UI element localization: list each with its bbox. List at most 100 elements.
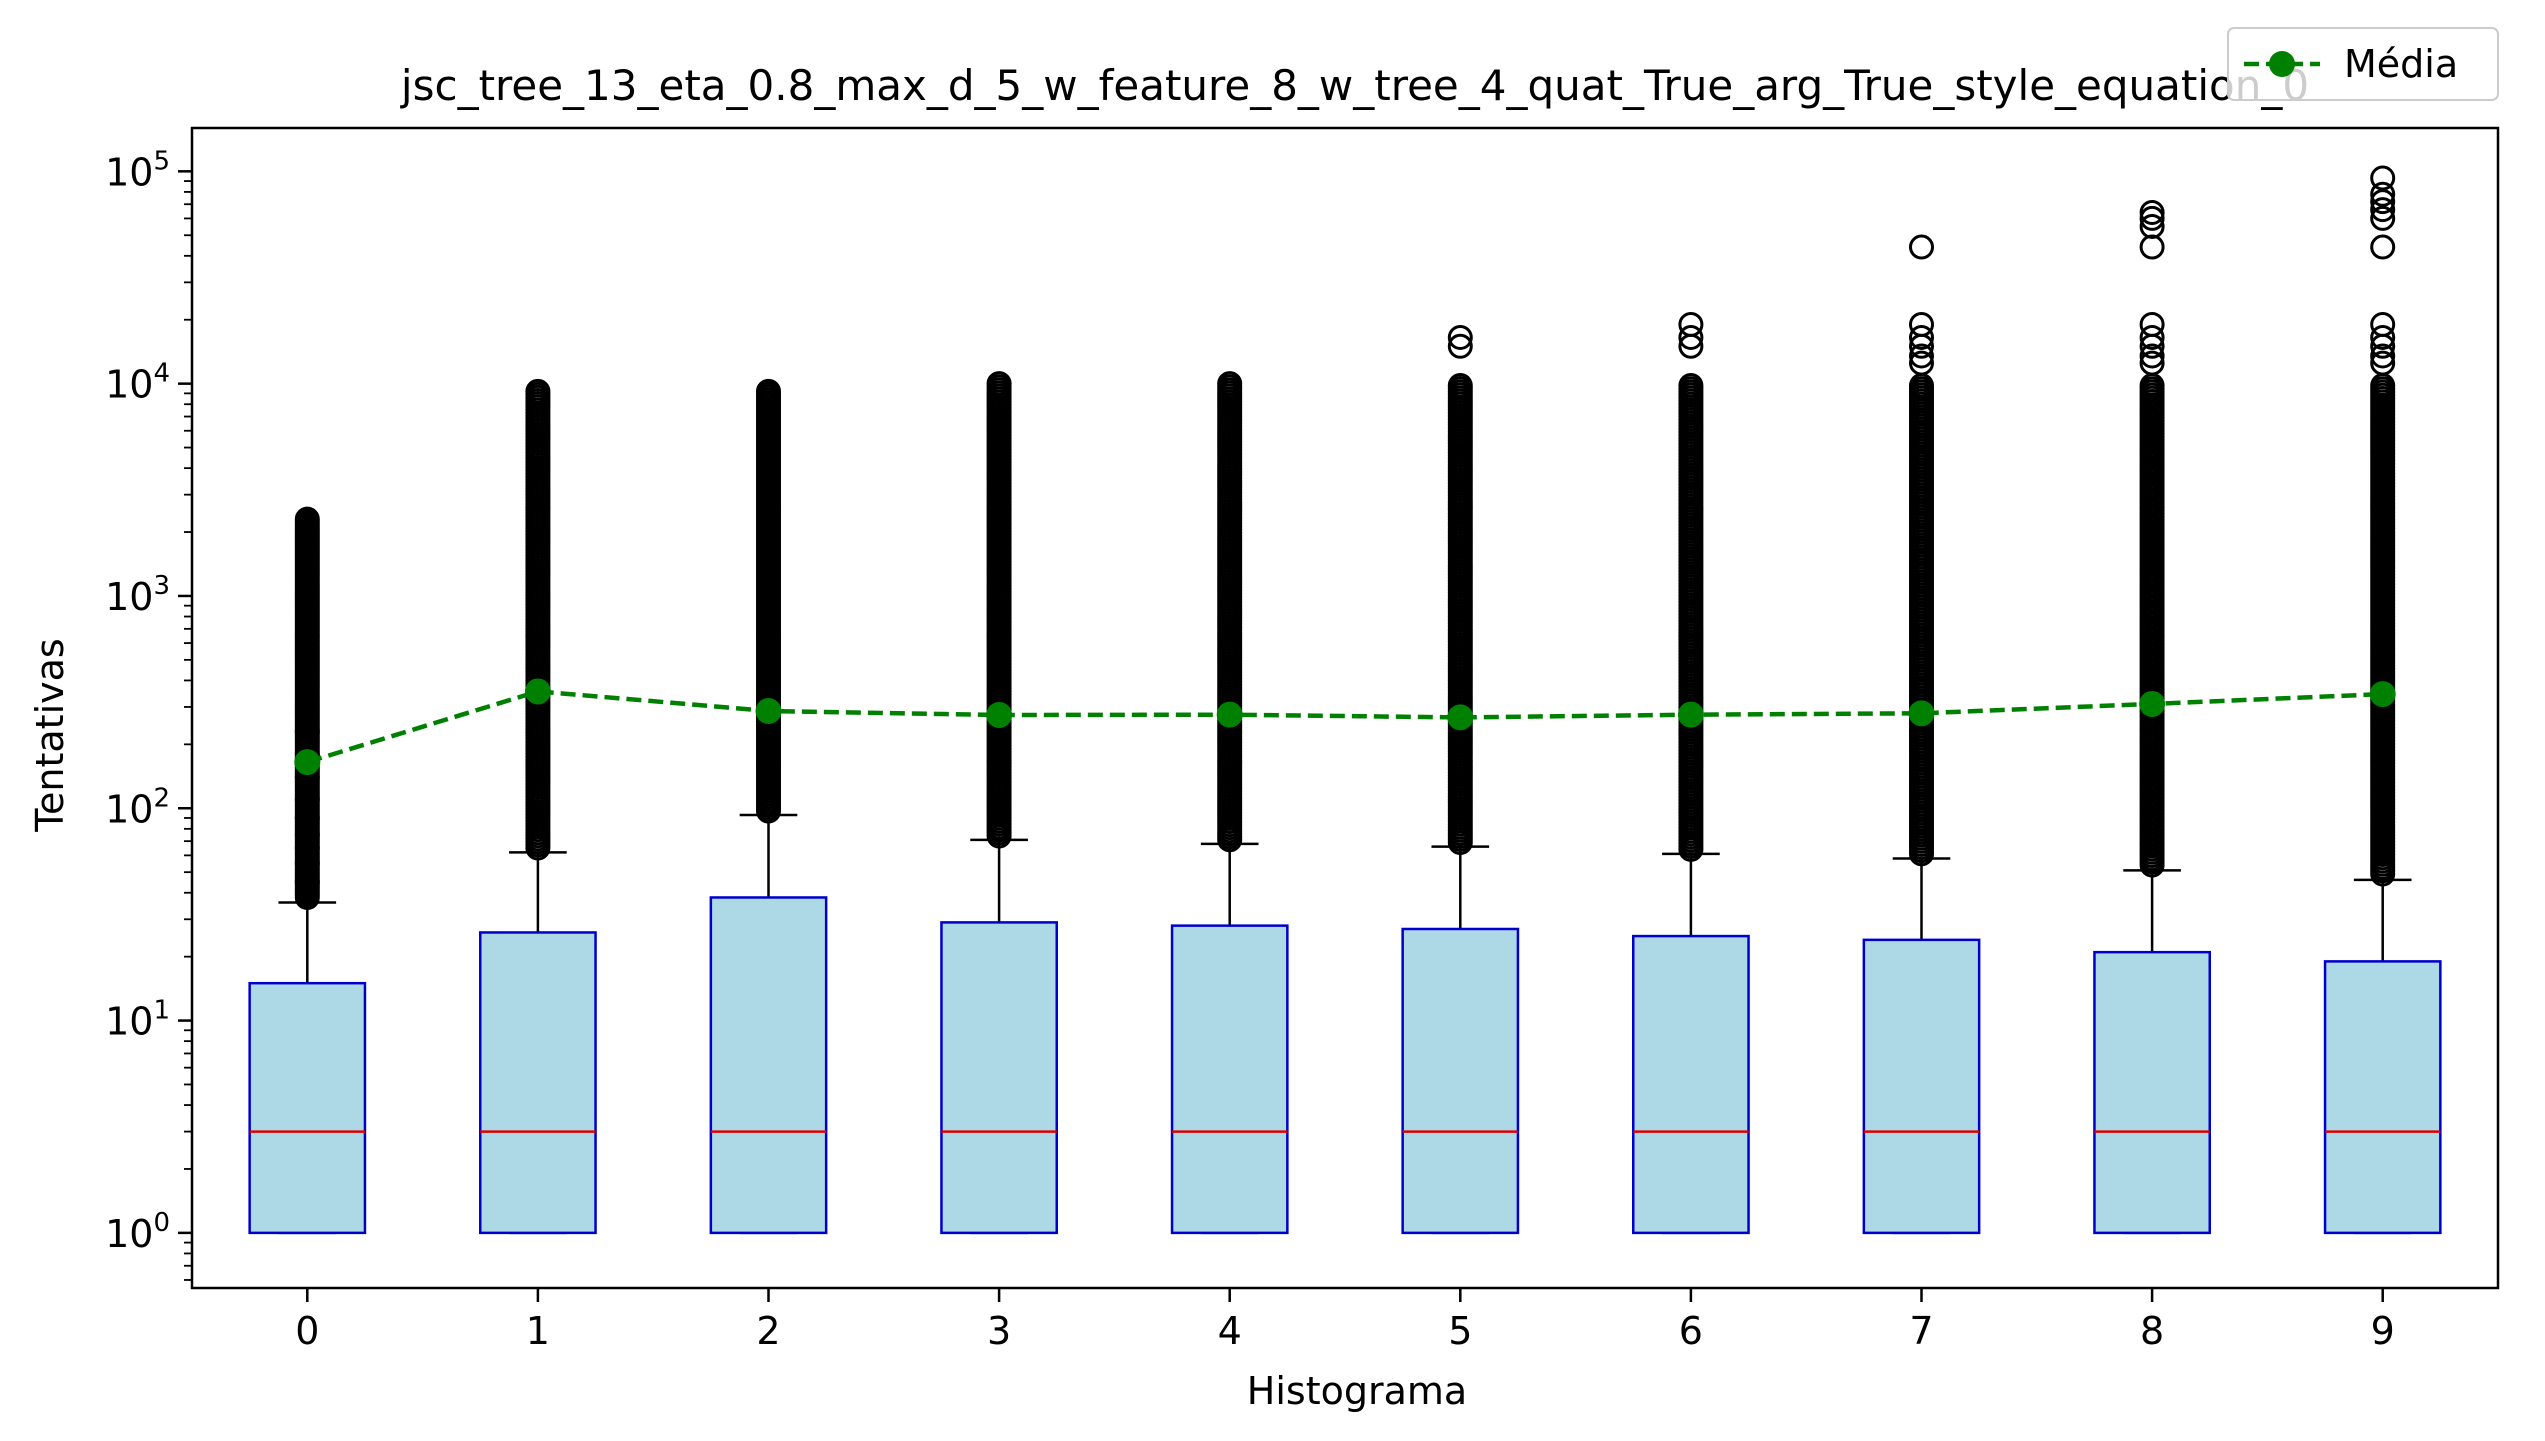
box-group-4 — [1170, 371, 1289, 1235]
outlier-point — [1447, 373, 1473, 399]
outliers-0 — [294, 506, 320, 910]
x-tick-label: 1 — [526, 1309, 550, 1353]
y-tick-label: 104 — [105, 359, 170, 407]
box-group-0 — [248, 506, 367, 1235]
outlier-point — [1217, 371, 1243, 397]
y-axis-label: Tentativas — [28, 638, 72, 832]
box-group-3 — [940, 371, 1059, 1235]
x-tick-label: 0 — [295, 1309, 319, 1353]
y-tick-label: 102 — [105, 783, 170, 831]
y-tick-label: 105 — [105, 146, 170, 194]
outliers-5 — [1447, 324, 1473, 855]
outlier-point — [756, 378, 781, 404]
mean-point — [1677, 701, 1704, 728]
mean-point — [1447, 704, 1474, 731]
box-iqr — [2323, 960, 2442, 1235]
outlier-point — [2370, 234, 2396, 260]
outlier-point — [2370, 324, 2396, 350]
outlier-point — [2139, 324, 2165, 350]
outlier-point — [1909, 324, 1934, 350]
outlier-point — [2370, 189, 2396, 215]
mean-point — [986, 701, 1013, 728]
outlier-point — [1909, 234, 1934, 260]
plot-area — [248, 165, 2442, 1235]
outliers-2 — [756, 378, 781, 824]
box-group-8 — [2093, 199, 2211, 1235]
box-group-6 — [1632, 311, 1750, 1235]
mean-series — [294, 678, 2396, 776]
legend-mean-label: Média — [2344, 42, 2458, 86]
chart-title: jsc_tree_13_eta_0.8_max_d_5_w_feature_8_… — [400, 61, 2309, 110]
box-group-5 — [1401, 324, 1520, 1235]
mean-line — [306, 689, 2383, 765]
outlier-point — [294, 835, 320, 861]
outlier-point — [2370, 350, 2396, 376]
mean-point — [1216, 701, 1243, 728]
mean-point — [2369, 681, 2396, 708]
outlier-point — [2139, 350, 2165, 376]
outlier-point — [294, 718, 320, 744]
outlier-point — [294, 850, 320, 876]
outliers-8 — [2139, 199, 2165, 878]
mean-point — [524, 678, 551, 705]
outlier-point — [1678, 324, 1704, 350]
y-axis: 100 101 102 103 104 105 — [105, 146, 192, 1281]
box-iqr — [479, 931, 597, 1235]
box-iqr — [2093, 950, 2211, 1235]
box-iqr — [248, 981, 367, 1235]
box-group-1 — [479, 378, 597, 1235]
legend-mean-marker-swatch — [2269, 51, 2295, 77]
y-tick-label: 100 — [105, 1208, 170, 1256]
x-tick-label: 5 — [1448, 1309, 1472, 1353]
box-iqr — [1632, 934, 1750, 1235]
mean-point — [294, 749, 321, 776]
box-iqr — [1862, 938, 1981, 1235]
x-axis-label: Histograma — [1247, 1369, 1467, 1413]
outlier-point — [294, 822, 320, 848]
outlier-point — [2139, 199, 2165, 225]
outlier-point — [2139, 343, 2165, 369]
outlier-point — [2370, 343, 2396, 369]
mean-point — [1908, 700, 1935, 727]
legend-frame — [2227, 27, 2499, 101]
x-tick-label: 8 — [2140, 1309, 2164, 1353]
x-tick-label: 3 — [987, 1309, 1011, 1353]
box-iqr — [709, 896, 828, 1235]
outliers-3 — [986, 371, 1012, 849]
outlier-point — [1678, 311, 1704, 337]
box-iqr — [1170, 924, 1289, 1235]
outliers-4 — [1217, 371, 1243, 853]
outliers-9 — [2370, 165, 2396, 887]
outlier-point — [986, 371, 1012, 397]
x-tick-label: 7 — [1909, 1309, 1933, 1353]
outlier-point — [2139, 213, 2165, 239]
outlier-point — [2370, 197, 2396, 223]
y-tick-label: 101 — [105, 996, 170, 1044]
box-group-9 — [2323, 165, 2442, 1235]
y-tick-label: 103 — [105, 571, 170, 619]
x-tick-label: 6 — [1679, 1309, 1703, 1353]
outlier-point — [294, 805, 320, 831]
mean-point — [2139, 690, 2166, 717]
x-tick-label: 4 — [1218, 1309, 1242, 1353]
outlier-point — [1447, 324, 1473, 350]
outlier-point — [1909, 311, 1934, 337]
mean-point — [755, 698, 782, 725]
outliers-6 — [1678, 311, 1704, 862]
box-iqr — [940, 921, 1059, 1235]
outlier-point — [2370, 311, 2396, 337]
outlier-point — [1678, 373, 1704, 399]
box-iqr — [1401, 927, 1520, 1235]
outlier-point — [294, 506, 320, 532]
outlier-point — [2370, 205, 2396, 231]
outlier-point — [2139, 205, 2165, 231]
outlier-point — [2139, 311, 2165, 337]
outlier-point — [294, 869, 320, 895]
outlier-point — [1909, 350, 1934, 376]
outlier-point — [2370, 181, 2396, 207]
outlier-point — [1909, 343, 1934, 369]
outliers-1 — [525, 378, 551, 861]
outlier-point — [2370, 165, 2396, 191]
plot-frame — [190, 126, 2500, 1290]
